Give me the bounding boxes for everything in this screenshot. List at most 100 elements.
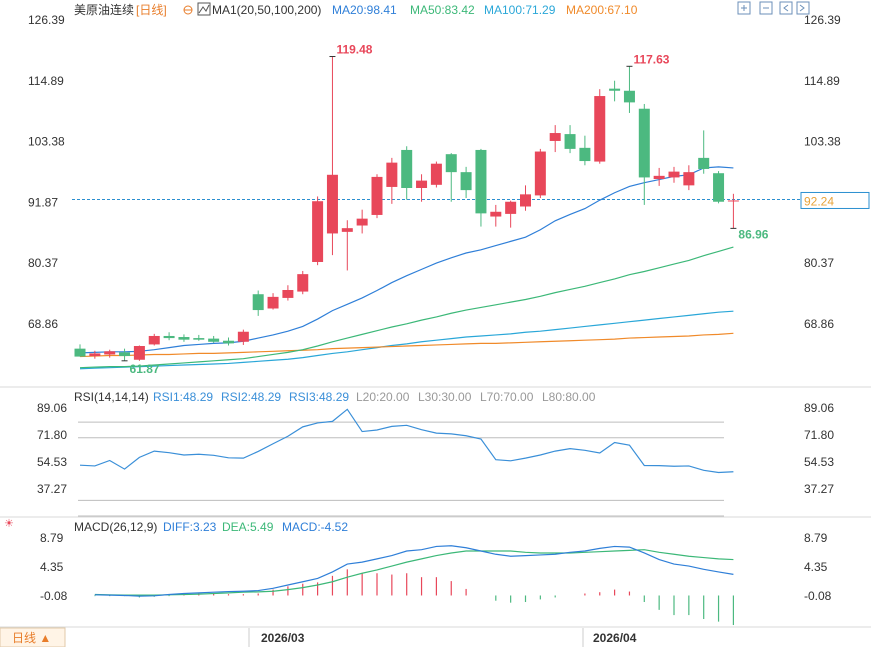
rsi3-value: RSI3:48.29 xyxy=(289,390,349,404)
candle xyxy=(594,89,606,164)
candle xyxy=(668,166,680,183)
candle xyxy=(163,332,175,341)
candle-body xyxy=(119,352,131,357)
price-tick-left: 91.87 xyxy=(28,195,58,209)
candle-body xyxy=(163,335,175,339)
rsi-tick-right: 71.80 xyxy=(804,428,834,442)
date-label-1: 2026/03 xyxy=(261,631,305,645)
candle xyxy=(119,348,131,361)
candle xyxy=(386,157,398,204)
candle xyxy=(683,165,695,191)
date-label-2: 2026/04 xyxy=(593,631,637,645)
candle-body xyxy=(653,175,665,180)
candle xyxy=(297,270,309,295)
candle xyxy=(430,161,442,188)
candle xyxy=(475,148,487,227)
ma100-value: MA100:71.29 xyxy=(484,3,556,17)
candle-body xyxy=(133,346,145,360)
price-tick-left: 114.89 xyxy=(28,74,64,88)
macd-tick-right: -0.08 xyxy=(804,589,832,603)
candle-body xyxy=(282,289,294,298)
price-tick-left: 68.86 xyxy=(28,317,58,331)
candle-body xyxy=(445,154,457,173)
instrument-title: 美原油连续 xyxy=(74,2,134,17)
candle xyxy=(564,125,576,154)
candle-body xyxy=(609,88,621,91)
prev-icon-arrow xyxy=(783,4,789,12)
candle xyxy=(713,171,725,204)
candle xyxy=(74,344,86,357)
candle-body xyxy=(668,171,680,178)
candle xyxy=(104,349,116,358)
candle xyxy=(609,80,621,102)
prev-icon[interactable] xyxy=(779,1,793,15)
candle xyxy=(326,56,338,256)
candle-body xyxy=(727,200,739,202)
rsi-tick-right: 37.27 xyxy=(804,482,834,496)
candle-body xyxy=(237,331,249,342)
candle-body xyxy=(594,96,606,162)
candle xyxy=(267,293,279,310)
candle xyxy=(356,209,368,234)
period-label: [日线] xyxy=(136,3,167,17)
rsi-label: RSI(14,14,14) xyxy=(74,390,149,404)
candle xyxy=(223,337,234,346)
rsi-tick-left: 71.80 xyxy=(37,428,67,442)
candle-body xyxy=(564,134,576,149)
rsi-tick-left: 89.06 xyxy=(37,401,67,415)
candle xyxy=(133,345,145,361)
candle-body xyxy=(638,108,650,178)
macd-label: MACD(26,12,9) xyxy=(74,520,157,534)
rsi1-value: RSI1:48.29 xyxy=(153,390,213,404)
ma20-value: MA20:98.41 xyxy=(332,3,397,17)
indicator-icon[interactable] xyxy=(197,2,211,16)
candle-body xyxy=(460,172,472,191)
candle xyxy=(534,148,546,199)
period-button-label[interactable]: 日线 ▲ xyxy=(12,631,51,645)
ma200-line xyxy=(79,332,734,358)
candle-body xyxy=(193,338,205,340)
last-price-label: 92.24 xyxy=(804,194,834,208)
price-tick-left: 103.38 xyxy=(28,135,65,149)
candle-body xyxy=(475,149,487,214)
indicator-icon-line xyxy=(198,4,210,14)
ma20-line xyxy=(79,166,734,354)
candle-body xyxy=(505,201,517,214)
candle-body xyxy=(683,172,695,186)
rsi-line xyxy=(79,408,734,474)
price-tick-left: 126.39 xyxy=(28,13,65,27)
candle-body xyxy=(89,353,101,357)
period-button[interactable] xyxy=(0,627,66,647)
candle xyxy=(623,66,635,113)
candle xyxy=(460,166,472,199)
candle-body xyxy=(520,194,531,207)
candle-body xyxy=(252,294,264,311)
high2-annotation: 117.63 xyxy=(633,52,669,66)
candle xyxy=(445,153,457,202)
candle xyxy=(237,329,249,345)
candle-body xyxy=(401,149,413,188)
macd-tick-right: 4.35 xyxy=(804,560,828,574)
candle-body xyxy=(267,296,279,309)
candle-body xyxy=(297,274,309,292)
candle-body xyxy=(490,211,502,217)
macd-settings-icon[interactable]: ☀ xyxy=(4,518,14,530)
candle-body xyxy=(430,163,442,185)
candle-body xyxy=(623,90,635,103)
candle xyxy=(727,193,739,229)
ma200-value: MA200:67.10 xyxy=(566,3,638,17)
last-price-box xyxy=(800,191,870,209)
candle-body xyxy=(416,180,428,188)
l30-value: L30:30.00 xyxy=(418,390,472,404)
ma50-value: MA50:83.42 xyxy=(410,3,475,17)
price-tick-right: 103.38 xyxy=(804,135,841,149)
candle xyxy=(193,334,205,341)
candle-body xyxy=(312,201,324,262)
candle xyxy=(312,196,324,266)
l80-value: L80:80.00 xyxy=(542,390,596,404)
next-icon[interactable] xyxy=(796,1,810,15)
candle-body xyxy=(713,173,725,202)
l70-value: L70:70.00 xyxy=(480,390,534,404)
candle-body xyxy=(148,335,160,345)
